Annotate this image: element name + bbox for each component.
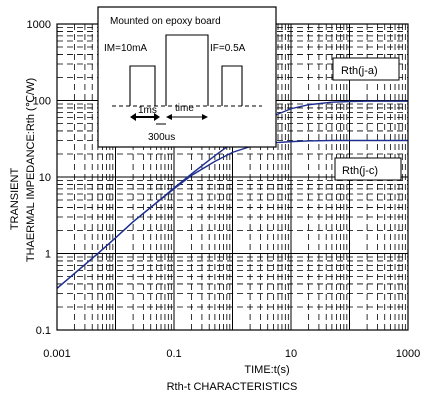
y-tick-label: 1000 bbox=[27, 19, 51, 31]
x-tick-label: 10 bbox=[285, 348, 297, 360]
inset-arrow-time-left bbox=[166, 114, 172, 120]
inset-arrow-time-right bbox=[202, 114, 208, 120]
legend-rth-jc: Rth(j-c) bbox=[334, 157, 402, 181]
inset-pulse-if bbox=[165, 34, 209, 106]
inset-pulse-im1 bbox=[129, 65, 156, 106]
inset-box bbox=[97, 6, 277, 148]
x-tick-label: 0.001 bbox=[43, 348, 71, 360]
series-line-rth-jc bbox=[56, 139, 408, 289]
inset-if-label: IF=0.5A bbox=[210, 43, 246, 54]
inset-arrow-1ms-right bbox=[154, 113, 160, 121]
inset-1ms-label: 1ms bbox=[138, 105, 157, 116]
legend-rth-ja: Rth(j-a) bbox=[332, 57, 400, 81]
inset-im-label: IM=10mA bbox=[104, 43, 147, 54]
y-tick-label: 1 bbox=[45, 249, 51, 261]
tick-labels: 0.001 0.1 10 1000 0.1 1 10 100 1000 bbox=[27, 19, 421, 360]
inset-title: Mounted on epoxy board bbox=[110, 16, 221, 27]
inset-pulse-im2 bbox=[221, 65, 243, 106]
x-axis-title: TIME:t(s) bbox=[244, 364, 289, 376]
x-tick-label: 1000 bbox=[396, 348, 420, 360]
inset-diagram: Mounted on epoxy board IM=10mA IF=0.5A 1… bbox=[97, 6, 277, 148]
y-axis-title-line2: THAERMAL IMPEDANCE:Rth (℃/W) bbox=[25, 78, 37, 262]
y-tick-label: 10 bbox=[39, 172, 51, 184]
inset-arrow-1ms-left bbox=[130, 113, 136, 121]
legend-label-rth-ja: Rth(j-a) bbox=[341, 65, 378, 77]
inset-300us-label: 300us bbox=[148, 132, 175, 143]
legend-label-rth-jc: Rth(j-c) bbox=[342, 165, 378, 177]
inset-time-label: time bbox=[175, 103, 194, 114]
chart-caption: Rth-t CHARACTERISTICS bbox=[167, 381, 298, 393]
x-tick-label: 0.1 bbox=[166, 348, 181, 360]
y-tick-label: 0.1 bbox=[36, 325, 51, 337]
y-tick-label: 100 bbox=[33, 96, 51, 108]
y-axis-title-line1: TRANSIENT bbox=[9, 168, 21, 231]
